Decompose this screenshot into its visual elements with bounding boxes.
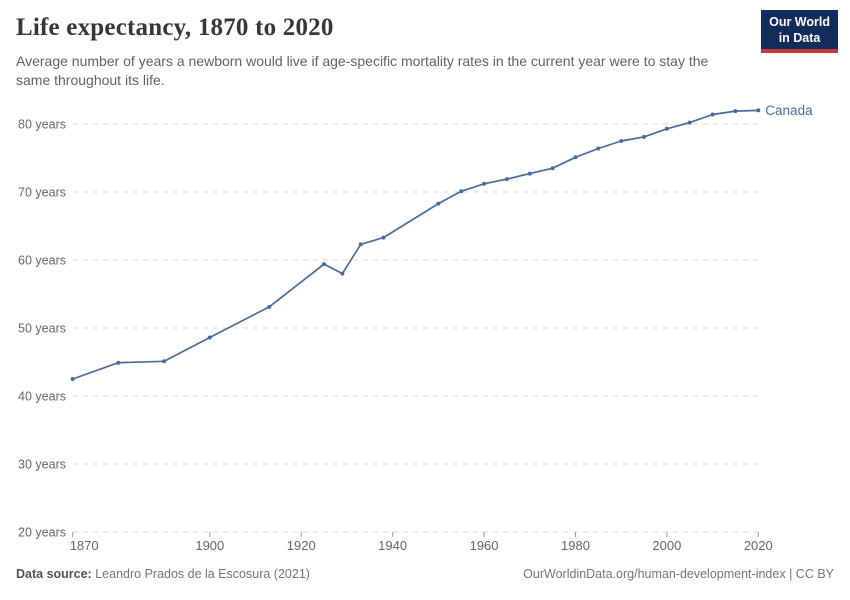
page-title: Life expectancy, 1870 to 2020: [16, 14, 334, 41]
data-point: [162, 359, 167, 364]
y-tick-label: 30 years: [18, 458, 66, 472]
data-source: Data source: Leandro Prados de la Escosu…: [16, 567, 310, 581]
data-point: [459, 189, 464, 194]
owid-logo-line2: in Data: [778, 30, 821, 45]
data-point: [322, 262, 327, 267]
x-tick-label: 1960: [470, 538, 499, 553]
data-point: [207, 335, 212, 340]
data-source-value: Leandro Prados de la Escosura (2021): [95, 567, 310, 581]
data-point: [733, 109, 738, 114]
footer-separator: |: [789, 567, 793, 581]
chart-footer: Data source: Leandro Prados de la Escosu…: [16, 567, 834, 581]
owid-logo-line1: Our World: [769, 15, 830, 29]
data-point: [267, 304, 272, 309]
data-point: [756, 108, 761, 113]
x-tick-label: 2020: [744, 538, 773, 553]
data-point: [619, 139, 624, 143]
owid-logo[interactable]: Our World in Data: [761, 10, 838, 54]
chart-subtitle: Average number of years a newborn would …: [16, 53, 709, 88]
data-point: [482, 181, 487, 186]
data-point: [381, 235, 386, 240]
y-tick-label: 20 years: [18, 526, 66, 540]
series-end-label[interactable]: Canada: [765, 103, 813, 118]
x-tick-label: 1920: [287, 538, 316, 553]
data-point: [116, 360, 121, 365]
x-tick-label: 1980: [561, 538, 590, 553]
data-source-label: Data source:: [16, 567, 92, 581]
x-tick-label: 1940: [378, 538, 407, 553]
data-point: [358, 242, 363, 247]
data-point: [70, 377, 75, 381]
data-point: [340, 271, 345, 276]
data-point: [573, 155, 578, 160]
data-point: [642, 134, 646, 139]
footer-url[interactable]: OurWorldinData.org/human-development-ind…: [523, 567, 786, 581]
data-point: [710, 112, 715, 117]
y-tick-label: 40 years: [18, 390, 66, 404]
series-line: [71, 109, 760, 380]
y-tick-label: 70 years: [18, 186, 66, 200]
data-point: [527, 171, 532, 176]
y-tick-label: 60 years: [18, 254, 66, 268]
y-tick-label: 80 years: [18, 118, 66, 132]
footer-credits: OurWorldinData.org/human-development-ind…: [523, 567, 834, 581]
y-tick-label: 50 years: [18, 322, 66, 336]
x-tick-label: 1870: [70, 538, 99, 553]
x-tick-label: 2000: [652, 538, 681, 553]
data-point: [436, 201, 441, 206]
x-tick-label: 1900: [195, 538, 224, 553]
data-point: [664, 126, 669, 131]
data-point: [596, 146, 601, 151]
data-point: [550, 166, 555, 171]
data-point: [687, 120, 692, 125]
data-point: [504, 177, 509, 182]
footer-license: CC BY: [795, 567, 834, 581]
